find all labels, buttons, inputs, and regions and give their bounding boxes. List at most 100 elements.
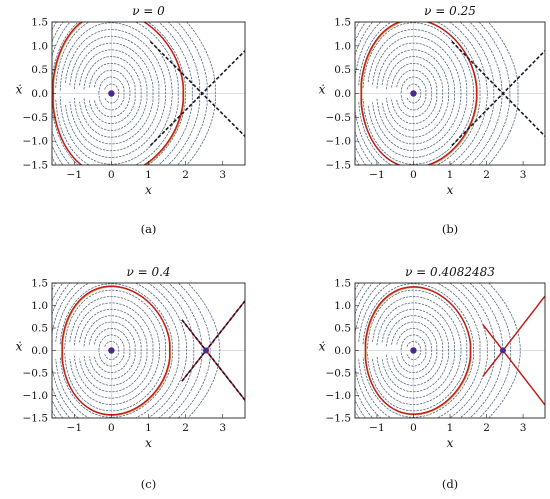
y-tick-label: 0.0 bbox=[334, 88, 351, 100]
panel-label: (a) bbox=[141, 222, 157, 236]
y-tick-label: 0.5 bbox=[334, 64, 351, 76]
contour-orbit bbox=[386, 315, 444, 386]
panel-d: −1 0 1 2 3 1.5 1.0 0.5 0.0 −0.5 −1.0 −1.5 ν = 0.4082… bbox=[319, 265, 546, 491]
y-tick-label: −0.5 bbox=[326, 368, 352, 380]
y-tick-label: 1.0 bbox=[334, 40, 351, 52]
x-tick-label: 3 bbox=[520, 422, 527, 434]
contour-orbit bbox=[52, 283, 203, 418]
contour-orbit bbox=[73, 302, 154, 399]
x-axis-label: x bbox=[447, 183, 454, 197]
x-axis-label: x bbox=[447, 436, 454, 450]
x-tick-label: 3 bbox=[219, 169, 226, 181]
y-axis-label: ẋ bbox=[16, 83, 23, 97]
contour-orbit bbox=[372, 35, 462, 152]
center-point bbox=[108, 90, 115, 97]
y-tick-label: −0.5 bbox=[23, 112, 49, 124]
separatrix-secondary bbox=[365, 287, 472, 416]
y-tick-label: −0.5 bbox=[326, 112, 352, 124]
contour-orbit bbox=[52, 22, 201, 165]
contour-orbit bbox=[367, 29, 468, 158]
y-tick-label: 1.0 bbox=[31, 40, 48, 52]
contour-orbit bbox=[69, 296, 160, 405]
contour-orbit bbox=[406, 341, 422, 360]
y-tick-label: 1.5 bbox=[31, 278, 48, 290]
contour-orbit bbox=[83, 56, 142, 131]
x-tick-label: 0 bbox=[410, 169, 417, 181]
panel-c: −1 0 1 2 3 1.5 1.0 0.5 0.0 −0.5 −1.0 −1.5 ν = 0.4 x ẋ (… bbox=[16, 265, 246, 491]
contour-orbit bbox=[381, 49, 449, 138]
panel-label: (b) bbox=[442, 222, 458, 236]
contour-orbit bbox=[355, 283, 512, 418]
x-axis-label: x bbox=[145, 436, 152, 450]
panel-title: ν = 0 bbox=[132, 4, 165, 18]
saddle-point bbox=[499, 347, 506, 354]
contour-orbit bbox=[396, 69, 433, 118]
contour-orbit bbox=[83, 315, 142, 386]
contour-orbit bbox=[386, 56, 444, 131]
panel-label: (d) bbox=[442, 477, 458, 491]
y-axis-label: ẋ bbox=[319, 83, 326, 97]
contour-orbit bbox=[55, 283, 180, 418]
x-tick-label: 0 bbox=[410, 422, 417, 434]
contour-orbit bbox=[88, 321, 136, 380]
critical-curve-lower bbox=[149, 40, 245, 137]
separatrix-curve bbox=[364, 286, 472, 415]
y-tick-label: −1.5 bbox=[326, 413, 352, 425]
contour-orbit bbox=[362, 283, 474, 418]
separatrix-curve bbox=[61, 285, 171, 416]
contour-orbit bbox=[391, 63, 438, 124]
y-tick-label: −1.0 bbox=[326, 390, 352, 402]
critical-curve-lower bbox=[451, 40, 545, 137]
y-tick-label: 0.0 bbox=[334, 345, 351, 357]
contour-orbit bbox=[98, 76, 125, 111]
x-tick-label: 0 bbox=[108, 169, 115, 181]
x-tick-label: 2 bbox=[182, 169, 189, 181]
critical-curve-upper bbox=[451, 50, 545, 147]
plot-area bbox=[355, 283, 545, 418]
separatrix-secondary bbox=[361, 22, 478, 165]
panel-a: −1 0 1 2 3 1.5 1.0 0.5 0.0 −0.5 −1.0 −1.5 ν = 0 x ẋ (a) bbox=[16, 4, 246, 236]
y-tick-label: −1.5 bbox=[326, 160, 352, 172]
panel-title: ν = 0.4082483 bbox=[405, 265, 495, 279]
contour-orbit bbox=[104, 341, 120, 360]
y-tick-label: −1.0 bbox=[23, 390, 49, 402]
x-tick-label: 1 bbox=[145, 169, 152, 181]
y-tick-label: 0.5 bbox=[334, 323, 351, 335]
contour-orbit bbox=[93, 328, 131, 373]
x-tick-label: 1 bbox=[447, 422, 454, 434]
saddle-point bbox=[203, 347, 210, 354]
y-tick-label: 1.0 bbox=[334, 300, 351, 312]
x-tick-label: 1 bbox=[145, 422, 152, 434]
center-point bbox=[108, 347, 115, 354]
y-tick-label: 0.5 bbox=[31, 64, 48, 76]
y-axis-label: ẋ bbox=[319, 340, 326, 354]
y-tick-label: 0.0 bbox=[31, 345, 48, 357]
separatrix-branch-upper bbox=[482, 295, 545, 377]
critical-curve-lower bbox=[181, 319, 245, 401]
x-tick-label: 2 bbox=[182, 422, 189, 434]
x-tick-label: 2 bbox=[483, 422, 490, 434]
contour-orbit bbox=[355, 283, 495, 418]
contour-orbit bbox=[64, 289, 166, 412]
contour-orbit bbox=[186, 22, 216, 165]
contour-orbit bbox=[187, 283, 221, 418]
contour-orbit bbox=[400, 76, 427, 111]
y-tick-label: −1.5 bbox=[23, 413, 49, 425]
contour-orbit bbox=[52, 22, 208, 165]
contour-orbit bbox=[73, 42, 154, 145]
panel-title: ν = 0.4 bbox=[126, 265, 170, 279]
contour-orbit bbox=[487, 22, 519, 165]
y-tick-label: 1.5 bbox=[31, 17, 48, 29]
panel-b: −1 0 1 2 3 1.5 1.0 0.5 0.0 −0.5 −1.0 −1.5 ν = 0.25 x ẋ… bbox=[319, 4, 546, 236]
plot-area bbox=[52, 283, 245, 418]
x-tick-label: 0 bbox=[108, 422, 115, 434]
contour-orbit bbox=[355, 22, 495, 165]
y-tick-label: 0.0 bbox=[31, 88, 48, 100]
y-tick-label: 1.5 bbox=[334, 17, 351, 29]
contour-orbit bbox=[79, 308, 148, 393]
y-tick-label: 1.5 bbox=[334, 278, 351, 290]
contour-orbit bbox=[52, 283, 195, 418]
contour-orbit bbox=[59, 22, 173, 165]
y-tick-label: −1.0 bbox=[23, 136, 49, 148]
separatrix-secondary bbox=[53, 22, 185, 165]
